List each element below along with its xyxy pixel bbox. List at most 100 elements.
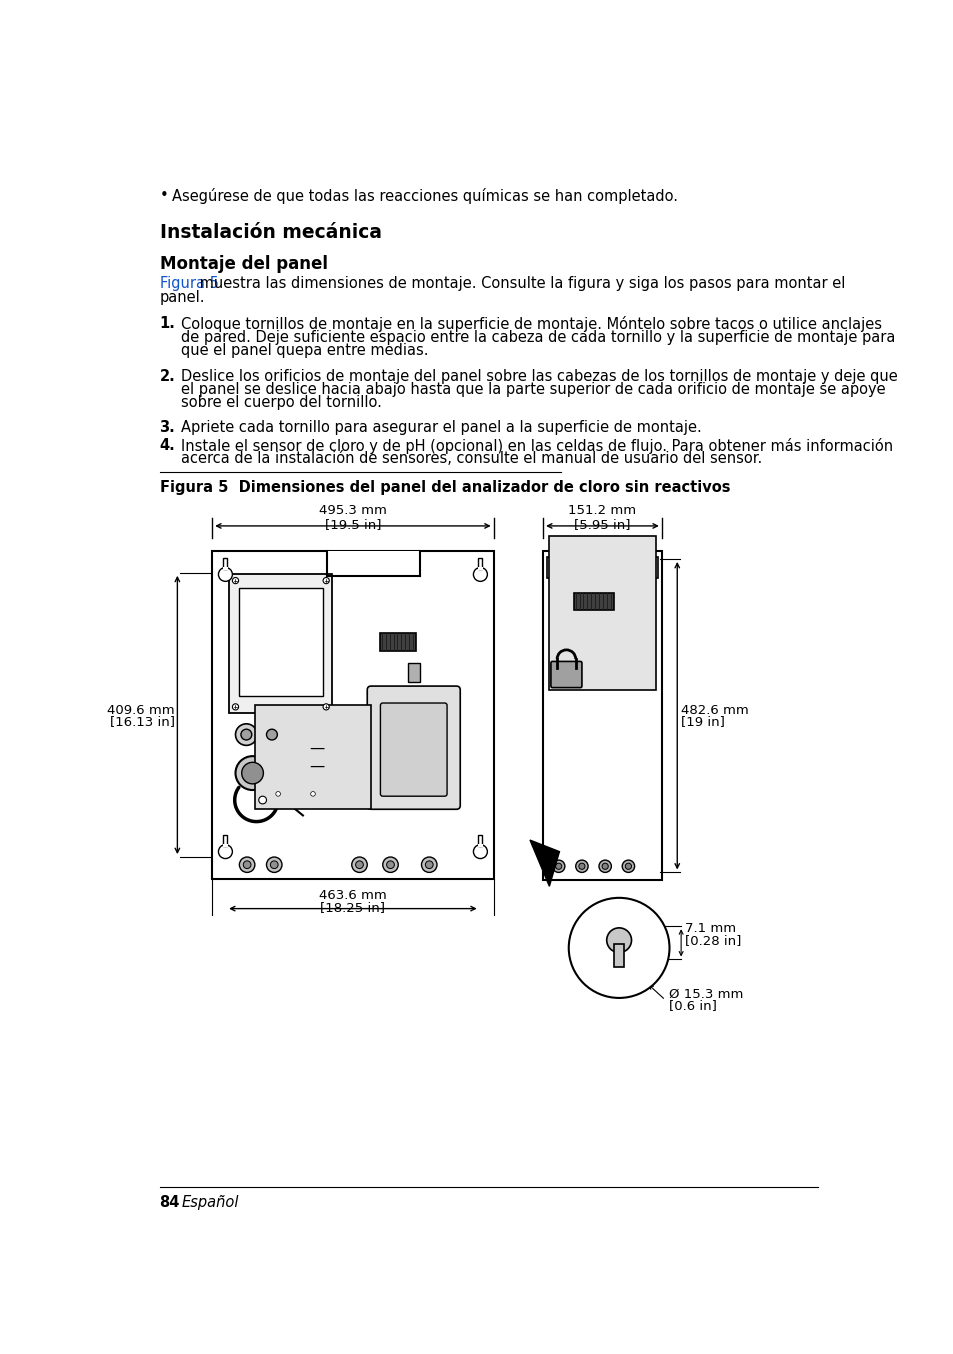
Circle shape [266, 857, 282, 872]
Circle shape [239, 857, 254, 872]
Text: Figura 5  Dimensiones del panel del analizador de cloro sin reactivos: Figura 5 Dimensiones del panel del anali… [159, 479, 729, 494]
Bar [238, 588, 323, 696]
Circle shape [382, 857, 397, 872]
Circle shape [270, 861, 278, 868]
Text: muestra las dimensiones de montaje. Consulte la figura y siga los pasos para mon: muestra las dimensiones de montaje. Cons… [195, 276, 844, 291]
Text: [18.25 in]: [18.25 in] [320, 900, 385, 914]
Text: •: • [159, 188, 168, 203]
Circle shape [606, 927, 631, 952]
Circle shape [266, 730, 277, 741]
Text: Deslice los orificios de montaje del panel sobre las cabezas de los tornillos de: Deslice los orificios de montaje del pan… [181, 368, 897, 383]
Text: [5.95 in]: [5.95 in] [574, 519, 630, 531]
Circle shape [323, 704, 329, 709]
Circle shape [575, 860, 587, 872]
Text: 495.3 mm: 495.3 mm [318, 505, 387, 517]
Bar [222, 567, 228, 570]
Bar [223, 835, 227, 846]
Circle shape [218, 845, 233, 858]
Bar [549, 536, 655, 691]
Text: [0.28 in]: [0.28 in] [684, 934, 740, 946]
Bar [477, 567, 482, 570]
Circle shape [421, 857, 436, 872]
Text: sobre el cuerpo del tornillo.: sobre el cuerpo del tornillo. [181, 395, 382, 410]
Bar [380, 632, 416, 651]
Text: Instalación mecánica: Instalación mecánica [159, 222, 381, 241]
Text: Asegúrese de que todas las reacciones químicas se han completado.: Asegúrese de que todas las reacciones qu… [172, 188, 678, 204]
Bar [477, 844, 482, 848]
Text: [16.13 in]: [16.13 in] [110, 715, 174, 728]
Text: [0.6 in]: [0.6 in] [669, 999, 717, 1013]
FancyBboxPatch shape [550, 662, 581, 688]
Circle shape [233, 578, 238, 584]
Bar [478, 835, 482, 846]
Bar [478, 558, 482, 569]
Text: Coloque tornillos de montaje en la superficie de montaje. Móntelo sobre tacos o : Coloque tornillos de montaje en la super… [181, 317, 882, 333]
Text: de pared. Deje suficiente espacio entre la cabeza de cada tornillo y la superfic: de pared. Deje suficiente espacio entre … [181, 329, 895, 344]
Text: que el panel quepa entre medias.: que el panel quepa entre medias. [181, 343, 428, 357]
Text: Figura 5: Figura 5 [159, 276, 218, 291]
Circle shape [473, 845, 487, 858]
Text: —: — [309, 760, 324, 774]
Text: Español: Español [181, 1196, 238, 1210]
Circle shape [323, 578, 329, 584]
Text: —: — [309, 741, 324, 756]
Bar [407, 663, 419, 682]
Circle shape [555, 864, 561, 869]
Circle shape [352, 857, 367, 872]
Bar [327, 551, 419, 575]
Text: Ø 15.3 mm: Ø 15.3 mm [669, 987, 743, 1001]
Circle shape [578, 864, 584, 869]
Circle shape [311, 792, 315, 796]
Circle shape [261, 724, 282, 745]
Circle shape [473, 567, 487, 581]
Bar [223, 558, 227, 569]
Text: 1.: 1. [159, 317, 175, 332]
Bar [614, 944, 623, 967]
Circle shape [568, 898, 669, 998]
Text: 409.6 mm: 409.6 mm [108, 704, 174, 716]
FancyBboxPatch shape [367, 686, 459, 810]
Text: el panel se deslice hacia abajo hasta que la parte superior de cada orificio de : el panel se deslice hacia abajo hasta qu… [181, 382, 885, 397]
Text: 151.2 mm: 151.2 mm [568, 505, 636, 517]
Text: 482.6 mm: 482.6 mm [680, 704, 748, 716]
Circle shape [241, 762, 263, 784]
Circle shape [243, 861, 251, 868]
Circle shape [275, 792, 280, 796]
Circle shape [598, 860, 611, 872]
Bar [546, 556, 658, 578]
Text: 3.: 3. [159, 421, 175, 436]
Text: 4.: 4. [159, 439, 175, 454]
Circle shape [621, 860, 634, 872]
Text: 463.6 mm: 463.6 mm [318, 888, 386, 902]
Bar [212, 551, 493, 879]
Circle shape [258, 796, 266, 804]
Bar [254, 705, 371, 810]
Bar [542, 551, 661, 880]
Text: [19.5 in]: [19.5 in] [324, 519, 381, 531]
Circle shape [552, 860, 564, 872]
Text: Montaje del panel: Montaje del panel [159, 255, 327, 274]
Text: 2.: 2. [159, 368, 175, 383]
Circle shape [235, 756, 270, 789]
Bar [229, 574, 332, 714]
Text: Instale el sensor de cloro y de pH (opcional) en las celdas de flujo. Para obten: Instale el sensor de cloro y de pH (opci… [181, 439, 892, 454]
Circle shape [218, 567, 233, 581]
Circle shape [624, 864, 631, 869]
Bar [222, 844, 228, 848]
Circle shape [233, 704, 238, 709]
FancyBboxPatch shape [380, 703, 447, 796]
Circle shape [235, 724, 257, 745]
Bar [574, 593, 614, 609]
Text: Apriete cada tornillo para asegurar el panel a la superficie de montaje.: Apriete cada tornillo para asegurar el p… [181, 421, 701, 436]
Text: panel.: panel. [159, 290, 205, 305]
Circle shape [425, 861, 433, 868]
Text: 7.1 mm: 7.1 mm [684, 922, 736, 936]
Polygon shape [530, 839, 558, 887]
Text: acerca de la instalación de sensores, consulte el manual de usuario del sensor.: acerca de la instalación de sensores, co… [181, 451, 761, 466]
Circle shape [386, 861, 394, 868]
Text: 84: 84 [159, 1196, 180, 1210]
Circle shape [601, 864, 608, 869]
Text: [19 in]: [19 in] [680, 715, 724, 728]
Circle shape [241, 730, 252, 741]
Bar [615, 951, 622, 956]
